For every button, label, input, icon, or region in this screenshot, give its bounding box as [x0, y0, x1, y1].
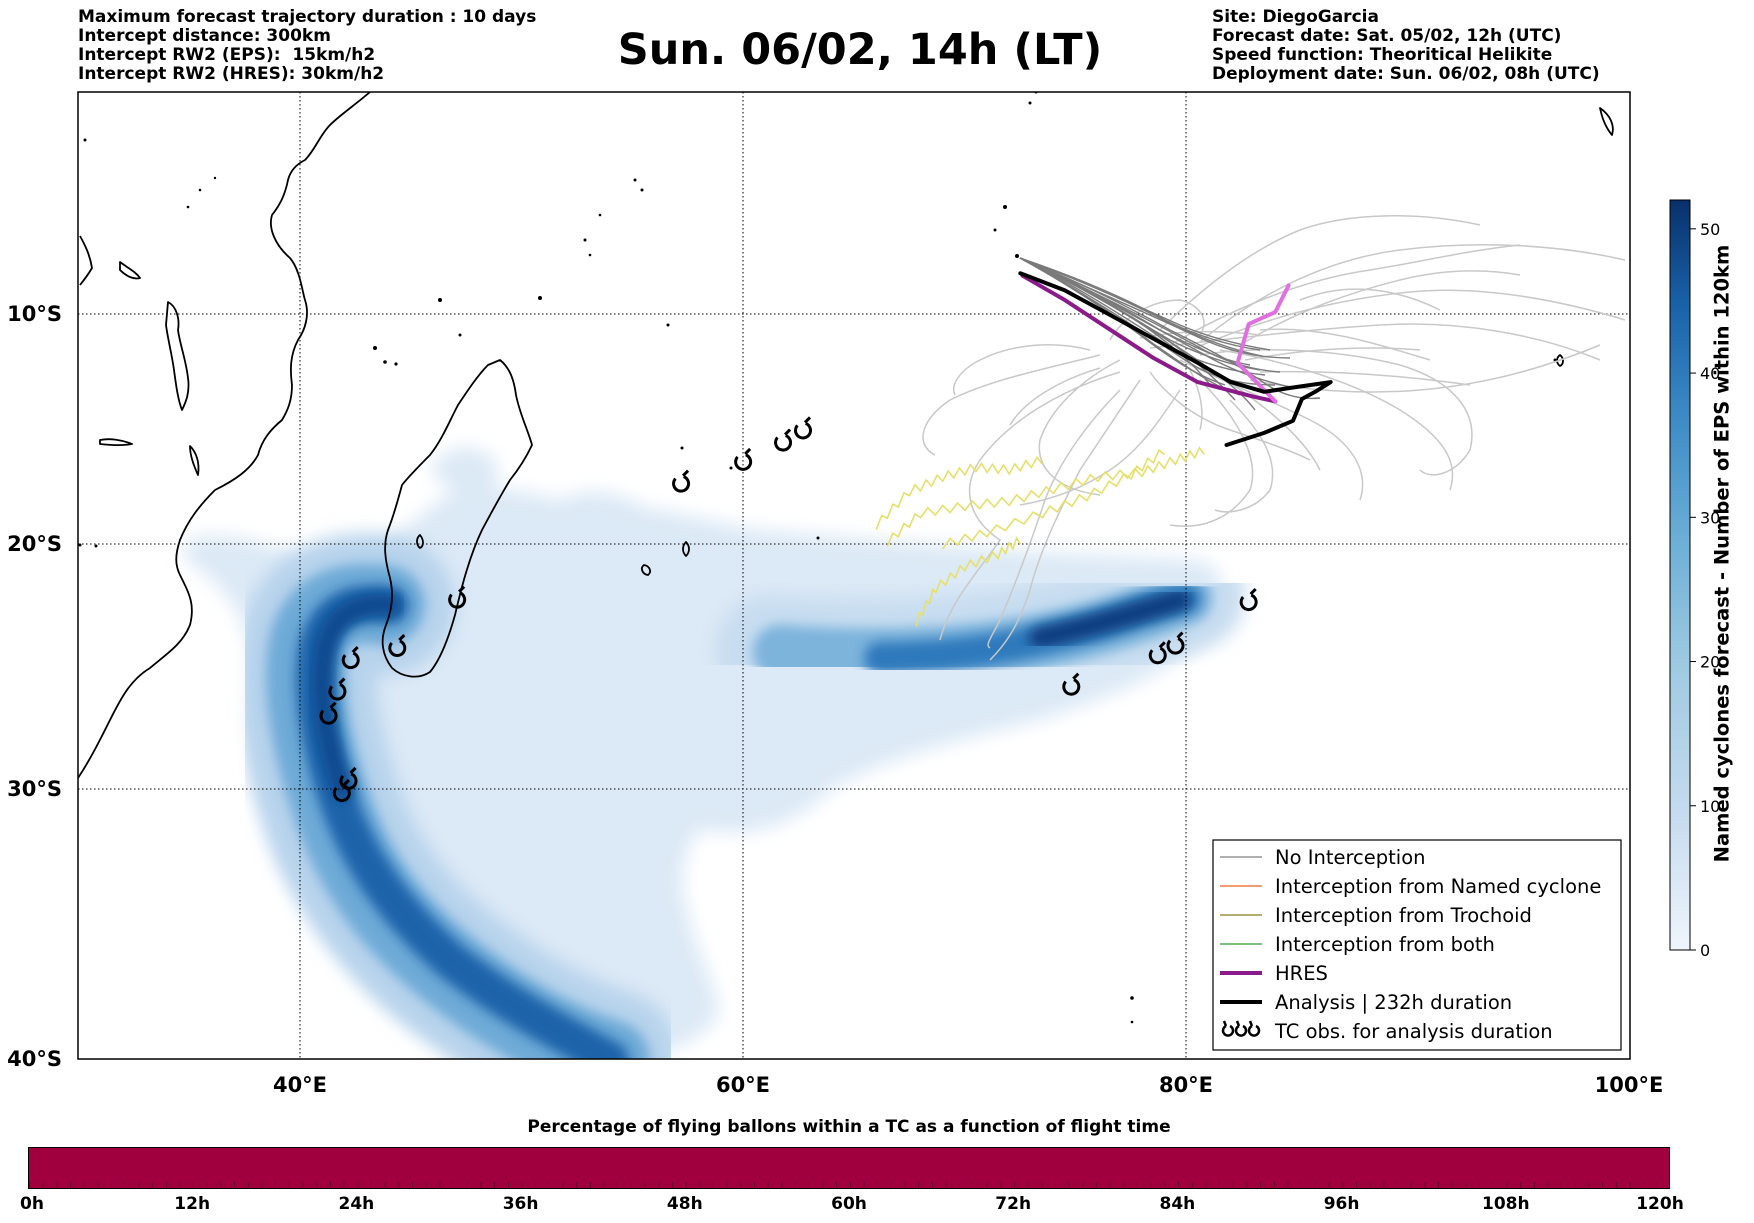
- small-islands: [78, 92, 1557, 1024]
- header-line: Intercept distance: 300km: [78, 26, 331, 46]
- legend-label: Interception from both: [1275, 933, 1495, 956]
- legend-label: No Interception: [1275, 846, 1426, 869]
- colorbar-tick-labels: 0 10 20 30 40 50: [1700, 220, 1720, 960]
- y-tick-label: 10°S: [7, 302, 62, 326]
- header-info-left: Maximum forecast trajectory duration : 1…: [78, 8, 536, 84]
- tc-observation-marker: [1166, 631, 1185, 655]
- map-plot-area: [78, 92, 1630, 1059]
- trochoid-track: [915, 536, 1021, 627]
- tc-symbol-icon: [1221, 1020, 1261, 1037]
- colorbar: 0 10 20 30 40 50: [1669, 199, 1720, 960]
- y-tick-label: 20°S: [7, 532, 62, 556]
- timebar-title: Percentage of flying ballons within a TC…: [527, 1117, 1171, 1137]
- africa-coastline: [78, 92, 371, 779]
- colorbar-ticks: [1690, 228, 1696, 951]
- tc-observation-marker: [332, 779, 351, 803]
- coastlines: [78, 92, 1614, 779]
- header-line: Intercept RW2 (EPS): 15km/h2: [78, 45, 376, 65]
- colorbar-tick-label: 20: [1700, 653, 1720, 672]
- legend-label: HRES: [1275, 962, 1328, 985]
- tc-observation-marker: [672, 469, 691, 493]
- legend-item: Interception from Named cyclone: [1220, 875, 1601, 898]
- trochoid-track: [886, 446, 1205, 547]
- trochoid-trajectories: [875, 446, 1205, 627]
- y-axis-labels: 10°S 20°S 30°S 40°S: [7, 302, 62, 1071]
- timebar-label: 60h: [831, 1194, 867, 1214]
- tc-observation-marker: [328, 677, 347, 701]
- timebar-fill: [28, 1147, 1670, 1189]
- legend-item: HRES: [1220, 962, 1328, 985]
- tc-observation-marker: [388, 633, 407, 658]
- legend-item: No Interception: [1220, 846, 1426, 869]
- timebar-label: 0h: [20, 1194, 44, 1214]
- header-line: Speed function: Theoritical Helikite: [1212, 45, 1553, 65]
- legend-label: Interception from Trochoid: [1275, 904, 1532, 927]
- header-line: Deployment date: Sun. 06/02, 08h (UTC): [1212, 64, 1600, 84]
- colorbar-tick-label: 30: [1700, 508, 1720, 527]
- timebar-label: 96h: [1323, 1194, 1360, 1214]
- x-axis-labels: 40°E 60°E 80°E 100°E: [273, 1073, 1663, 1097]
- madagascar-coastline: [381, 359, 533, 678]
- forecast-tracks: [1018, 271, 1333, 447]
- header-line: Forecast date: Sat. 05/02, 12h (UTC): [1212, 26, 1562, 46]
- x-tick-label: 80°E: [1159, 1073, 1213, 1097]
- header-line: Site: DiegoGarcia: [1212, 7, 1379, 27]
- hres-track-late: [1235, 283, 1291, 404]
- map-gridlines: [78, 92, 1630, 1059]
- legend-box: [1212, 839, 1622, 1051]
- tc-observation-marker: [774, 428, 793, 452]
- legend-item: Interception from both: [1220, 933, 1495, 956]
- tc-observation-marker: [1239, 588, 1258, 612]
- colorbar-tick-label: 0: [1700, 941, 1710, 960]
- eps-density-east: [715, 540, 1245, 708]
- tc-observation-marker: [319, 701, 338, 725]
- eps-trajectories-light: [922, 215, 1626, 661]
- y-tick-label: 40°S: [7, 1047, 62, 1071]
- hres-track: [1020, 273, 1278, 404]
- tc-observation-marker: [794, 416, 813, 440]
- x-tick-label: 60°E: [716, 1073, 770, 1097]
- timebar-label: 24h: [338, 1194, 375, 1214]
- y-tick-label: 30°S: [7, 777, 62, 801]
- legend-label: Analysis | 232h duration: [1275, 991, 1512, 1014]
- legend-label: Interception from Named cyclone: [1275, 875, 1601, 898]
- header-info-right: Site: DiegoGarcia Forecast date: Sat. 05…: [1212, 8, 1600, 84]
- x-tick-label: 40°E: [273, 1073, 327, 1097]
- colorbar-tick-label: 50: [1700, 220, 1720, 239]
- timebar-label: 36h: [502, 1194, 539, 1214]
- colorbar-tick-label: 40: [1700, 364, 1720, 383]
- timebar-labels: 0h 12h 24h 36h 48h 60h 72h 84h 96h 108h 120h: [0, 1194, 1754, 1218]
- timebar-label: 12h: [174, 1194, 211, 1214]
- map-frame: [77, 91, 1631, 1060]
- legend-item: TC obs. for analysis duration: [1221, 1020, 1553, 1043]
- analysis-track: [1018, 271, 1333, 447]
- eps-trajectories-dark: [1019, 257, 1321, 411]
- colorbar-gradient: [1669, 199, 1691, 951]
- timebar-label: 108h: [1482, 1194, 1530, 1214]
- colorbar-title: Named cyclones forecast - Number of EPS …: [1710, 244, 1734, 863]
- timebar-label: 84h: [1159, 1194, 1196, 1214]
- x-tick-label: 100°E: [1595, 1073, 1664, 1097]
- tc-observation-marker: [341, 646, 360, 670]
- trochoid-track: [942, 448, 1165, 550]
- colorbar-tick-label: 10: [1700, 797, 1720, 816]
- eps-density-west: [236, 533, 680, 1059]
- map-title: Sun. 06/02, 14h (LT): [617, 25, 1103, 75]
- tc-observation-marker: [1148, 641, 1167, 665]
- legend-item: Analysis | 232h duration: [1220, 991, 1512, 1014]
- tc-observation-marker: [1062, 672, 1081, 696]
- map-legend: No Interception Interception from Named …: [1212, 839, 1622, 1051]
- header-line: Intercept RW2 (HRES): 30km/h2: [78, 64, 385, 84]
- legend-label: TC obs. for analysis duration: [1274, 1020, 1553, 1043]
- timebar-label: 72h: [995, 1194, 1032, 1214]
- header-line: Maximum forecast trajectory duration : 1…: [78, 7, 537, 27]
- trochoid-track: [875, 455, 1044, 530]
- timebar-label: 120h: [1636, 1194, 1684, 1214]
- legend-item: Interception from Trochoid: [1220, 904, 1532, 927]
- tc-observation-marker: [448, 585, 467, 609]
- timebar-label: 48h: [666, 1194, 703, 1214]
